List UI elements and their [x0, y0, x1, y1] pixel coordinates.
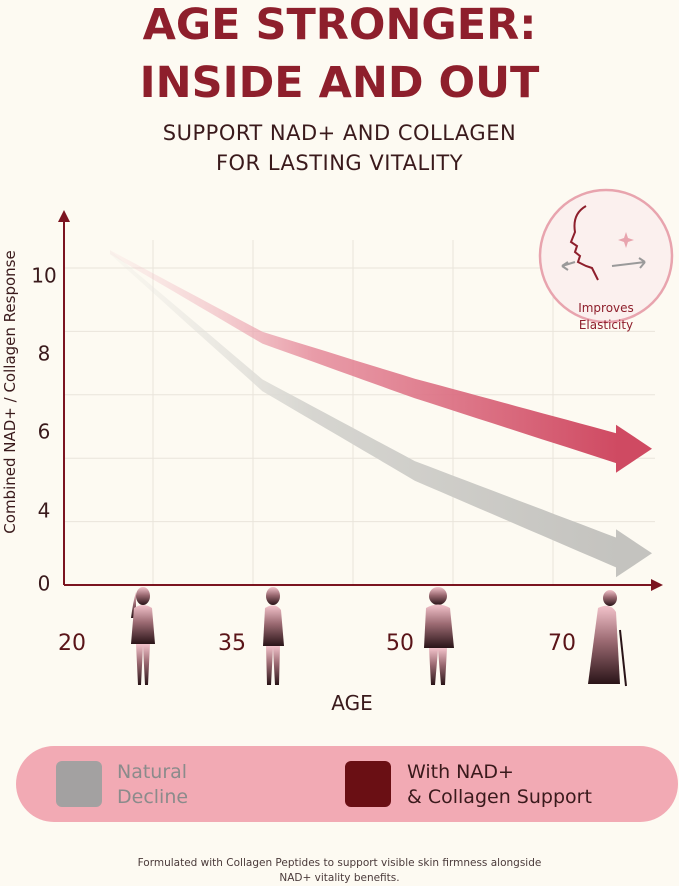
arrow-right-icon: [611, 257, 646, 269]
legend-swatch-support: [345, 761, 391, 807]
subtitle-line-1: SUPPORT NAD+ AND COLLAGEN: [162, 121, 517, 145]
legend-label-support: With NAD+ & Collagen Support: [407, 760, 667, 810]
x-axis-arrow-icon: [651, 579, 663, 591]
legend-swatch-natural: [56, 761, 102, 807]
y-axis-arrow-icon: [58, 210, 70, 222]
badge-label-line-1: Improves: [578, 301, 634, 315]
footer-line-1: Formulated with Collagen Peptides to sup…: [137, 857, 542, 869]
x-axis-label: AGE: [331, 691, 372, 715]
x-tick-label: 35: [218, 631, 246, 656]
y-tick-label: 0: [38, 572, 51, 596]
legend-natural-line-1: Natural: [117, 761, 188, 783]
y-tick-label: 6: [38, 420, 51, 444]
series-line-with-support: [110, 250, 618, 464]
woman-age-35-icon: [263, 587, 284, 685]
x-tick-label: 20: [58, 631, 86, 656]
legend-support-line-1: With NAD+: [407, 761, 514, 783]
legend-label-natural: Natural Decline: [117, 760, 257, 810]
title-line-1: AGE STRONGER:: [142, 0, 537, 50]
woman-age-50-icon: [424, 587, 454, 685]
legend-support-line-2: & Collagen Support: [407, 786, 592, 808]
subtitle-line-2: FOR LASTING VITALITY: [215, 151, 464, 175]
legend: Natural Decline With NAD+ & Collagen Sup…: [16, 746, 678, 822]
chart: 0 4 6 8 10 20 35 50 70 Combined NAD+ / Collagen…: [1, 188, 674, 715]
x-tick-labels: 20 35 50 70: [58, 631, 576, 656]
series-line-natural-decline: [110, 250, 618, 569]
y-tick-label: 10: [31, 264, 56, 288]
arrow-left-icon: [561, 261, 576, 271]
series-arrowhead-natural-decline: [616, 529, 652, 578]
title-line-2: INSIDE AND OUT: [139, 58, 540, 108]
y-tick-labels: 0 4 6 8 10: [31, 264, 56, 596]
x-tick-label: 70: [548, 631, 576, 656]
badge-label-line-2: Elasticity: [578, 318, 634, 332]
face-profile-icon: [569, 205, 599, 281]
x-tick-label: 50: [386, 631, 414, 656]
woman-age-20-icon: [131, 587, 155, 685]
series-layer: [110, 250, 652, 578]
y-axis-label: Combined NAD+ / Collagen Response: [1, 250, 19, 533]
footer-line-2: NAD+ vitality benefits.: [279, 872, 400, 884]
y-tick-label: 8: [38, 342, 51, 366]
sparkle-icon: [618, 232, 634, 248]
y-tick-label: 4: [38, 499, 51, 523]
legend-natural-line-2: Decline: [117, 786, 189, 808]
series-arrowhead-with-support: [616, 424, 652, 473]
woman-age-70-icon: [588, 590, 627, 687]
elasticity-badge: [538, 188, 674, 324]
